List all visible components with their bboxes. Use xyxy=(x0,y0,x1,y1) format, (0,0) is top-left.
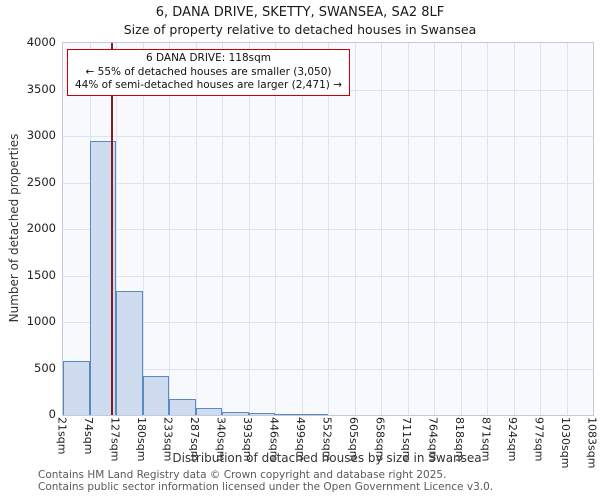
v-gridline xyxy=(354,43,356,415)
histogram-bar xyxy=(195,407,222,415)
v-gridline xyxy=(407,43,409,415)
x-tick-label: 871sqm xyxy=(479,417,493,462)
x-axis-label: Distribution of detached houses by size … xyxy=(172,451,482,465)
v-gridline xyxy=(116,43,117,415)
footer-line2: Contains public sector information licen… xyxy=(38,481,494,494)
y-tick-label: 1500 xyxy=(26,267,56,282)
x-tick-label: 658sqm xyxy=(373,417,387,462)
v-gridline xyxy=(381,43,382,415)
v-gridline xyxy=(301,43,303,415)
plot-area: 6 DANA DRIVE: 118sqm ← 55% of detached h… xyxy=(62,42,594,416)
x-tick-label: 818sqm xyxy=(453,417,466,462)
x-tick-label: 605sqm xyxy=(347,417,360,462)
v-gridline xyxy=(460,43,462,415)
v-gridline xyxy=(195,43,197,415)
x-tick-label: 977sqm xyxy=(532,417,546,462)
v-gridline xyxy=(513,43,515,415)
x-tick-label: 180sqm xyxy=(135,417,148,462)
y-tick-label: 2000 xyxy=(26,221,56,235)
chart-title: 6, DANA DRIVE, SKETTY, SWANSEA, SA2 8LF xyxy=(155,5,445,20)
y-tick-label: 3000 xyxy=(26,128,56,142)
histogram-bar xyxy=(169,399,196,415)
histogram-bar xyxy=(116,291,143,415)
x-tick-label: 340sqm xyxy=(214,417,228,462)
v-gridline xyxy=(169,43,170,415)
v-gridline xyxy=(248,43,250,415)
chart-subtitle: Size of property relative to detached ho… xyxy=(123,22,477,37)
v-gridline xyxy=(434,43,435,415)
v-gridline xyxy=(222,43,223,415)
property-size-marker-line xyxy=(111,43,114,415)
histogram-bar xyxy=(142,375,169,415)
y-axis-tick-labels: 0 500 1000 1500 2000 2500 3000 3500 4000 xyxy=(0,35,58,421)
histogram-bar xyxy=(275,414,302,415)
y-tick-label: 1000 xyxy=(26,314,56,328)
x-tick-label: 1083sqm xyxy=(585,417,599,469)
x-tick-label: 287sqm xyxy=(188,417,201,462)
y-tick-label: 0 xyxy=(48,407,56,421)
x-tick-label: 393sqm xyxy=(241,417,254,462)
annotation-box: 6 DANA DRIVE: 118sqm ← 55% of detached h… xyxy=(67,49,351,96)
v-gridline xyxy=(328,43,329,415)
x-tick-label: 711sqm xyxy=(400,417,413,462)
x-tick-label: 924sqm xyxy=(506,417,519,462)
x-tick-label: 233sqm xyxy=(161,417,175,462)
histogram-bar xyxy=(301,414,328,415)
histogram-bar xyxy=(222,411,249,415)
y-tick-label: 4000 xyxy=(26,35,56,49)
v-gridline xyxy=(540,43,541,415)
y-tick-label: 500 xyxy=(34,360,56,375)
histogram-bar xyxy=(63,361,90,415)
x-tick-label: 764sqm xyxy=(426,417,440,462)
x-tick-label: 1030sqm xyxy=(559,417,572,469)
x-tick-label: 552sqm xyxy=(320,417,334,462)
v-gridline xyxy=(566,43,568,415)
footer-line1: Contains HM Land Registry data © Crown c… xyxy=(38,469,447,481)
x-tick-label: 446sqm xyxy=(267,417,281,462)
attribution-footer: Contains HM Land Registry data © Crown c… xyxy=(38,469,493,493)
v-gridline xyxy=(487,43,488,415)
x-axis-tick-labels: 21sqm 74sqm 127sqm 180sqm 233sqm 287sqm 340sqm… xyxy=(56,417,599,469)
v-gridline xyxy=(142,43,144,415)
annotation-line2: ← 55% of detached houses are smaller (3,… xyxy=(85,65,332,78)
y-tick-label: 2500 xyxy=(26,174,56,189)
histogram-bar xyxy=(248,413,275,415)
x-tick-label: 74sqm xyxy=(82,417,95,455)
x-tick-label: 21sqm xyxy=(55,417,69,455)
y-tick-label: 3500 xyxy=(26,81,56,96)
annotation-line3: 44% of semi-detached houses are larger (… xyxy=(75,79,343,92)
v-gridline xyxy=(275,43,276,415)
annotation-line1: 6 DANA DRIVE: 118sqm xyxy=(145,52,272,64)
x-tick-label: 127sqm xyxy=(108,417,122,462)
x-tick-label: 499sqm xyxy=(294,417,307,462)
